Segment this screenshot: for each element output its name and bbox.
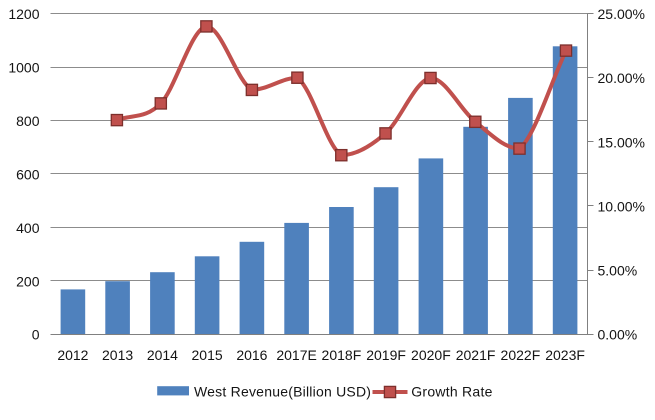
- svg-text:10.00%: 10.00%: [598, 199, 645, 215]
- svg-text:25.00%: 25.00%: [598, 6, 645, 22]
- svg-text:2014: 2014: [147, 347, 178, 363]
- svg-text:1000: 1000: [8, 60, 39, 76]
- svg-text:1200: 1200: [8, 6, 39, 22]
- svg-text:800: 800: [16, 113, 40, 129]
- svg-text:Growth Rate: Growth Rate: [411, 384, 492, 400]
- svg-text:5.00%: 5.00%: [598, 263, 638, 279]
- svg-text:20.00%: 20.00%: [598, 70, 645, 86]
- svg-text:400: 400: [16, 220, 40, 236]
- svg-text:2017E: 2017E: [276, 347, 316, 363]
- svg-text:2022F: 2022F: [501, 347, 541, 363]
- svg-text:0: 0: [32, 327, 40, 343]
- svg-text:2012: 2012: [57, 347, 88, 363]
- svg-text:15.00%: 15.00%: [598, 134, 645, 150]
- svg-text:2015: 2015: [192, 347, 223, 363]
- svg-text:2019F: 2019F: [366, 347, 406, 363]
- svg-text:200: 200: [16, 273, 40, 289]
- svg-text:2016: 2016: [236, 347, 267, 363]
- svg-text:2023F: 2023F: [545, 347, 585, 363]
- svg-text:2018F: 2018F: [322, 347, 362, 363]
- svg-text:West Revenue(Billion USD): West Revenue(Billion USD): [194, 384, 371, 400]
- svg-text:2021F: 2021F: [456, 347, 496, 363]
- svg-text:2020F: 2020F: [411, 347, 451, 363]
- svg-text:0.00%: 0.00%: [598, 327, 638, 343]
- svg-text:2013: 2013: [102, 347, 133, 363]
- svg-text:600: 600: [16, 166, 40, 182]
